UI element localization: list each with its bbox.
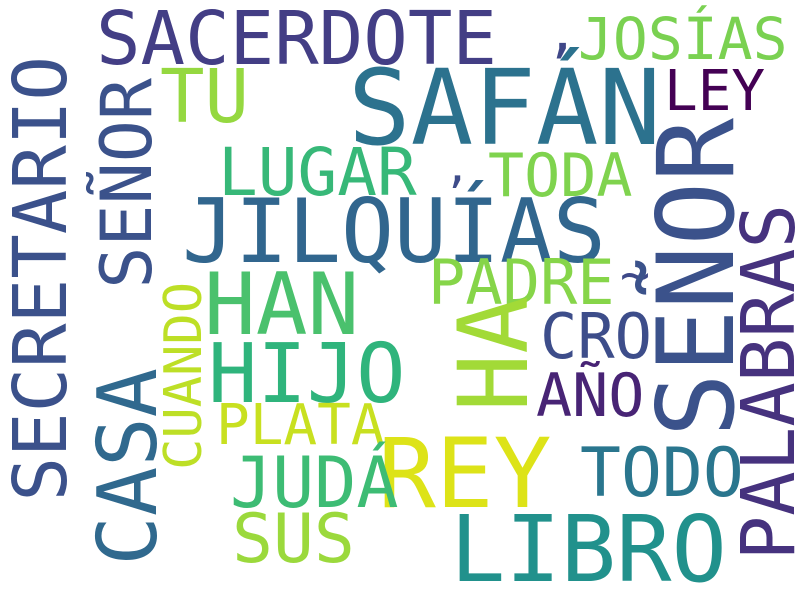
word-rey: REY	[378, 418, 552, 530]
word-sacerdote: SACERDOTE	[96, 0, 497, 82]
word-senor-left: SEÑOR	[86, 78, 168, 289]
word-comma-a: ,	[546, 1, 579, 64]
word-ley: LEY	[664, 59, 766, 124]
word-sus: SUS	[232, 500, 355, 579]
word-libro: LIBRO	[450, 496, 727, 603]
word-cro: CRO	[540, 300, 652, 373]
word-safan: SAFÁN	[348, 47, 662, 169]
word-ha: HA	[438, 296, 550, 412]
word-padre: PADRE	[428, 246, 615, 319]
word-toda: TODA	[488, 141, 633, 211]
word-han: HAN	[204, 255, 360, 355]
word-todo: TODO	[580, 434, 744, 513]
word-jilquias: JILQUÍAS	[182, 180, 606, 283]
word-hijo: HIJO	[208, 327, 406, 422]
word-ano: AÑO	[536, 361, 645, 431]
word-plata: PLATA	[216, 393, 385, 458]
word-josias: JOSÍAS	[578, 5, 788, 73]
word-lugar: LUGAR	[218, 134, 417, 211]
word-secretario: SECRETARIO	[0, 56, 84, 502]
word-juda: JUDÁ	[230, 442, 399, 524]
word-tu: TU	[160, 54, 250, 140]
word-comma-b: ,	[444, 142, 471, 193]
word-cuando: CUANDO	[154, 282, 214, 470]
word-tilde: ~	[620, 246, 651, 304]
